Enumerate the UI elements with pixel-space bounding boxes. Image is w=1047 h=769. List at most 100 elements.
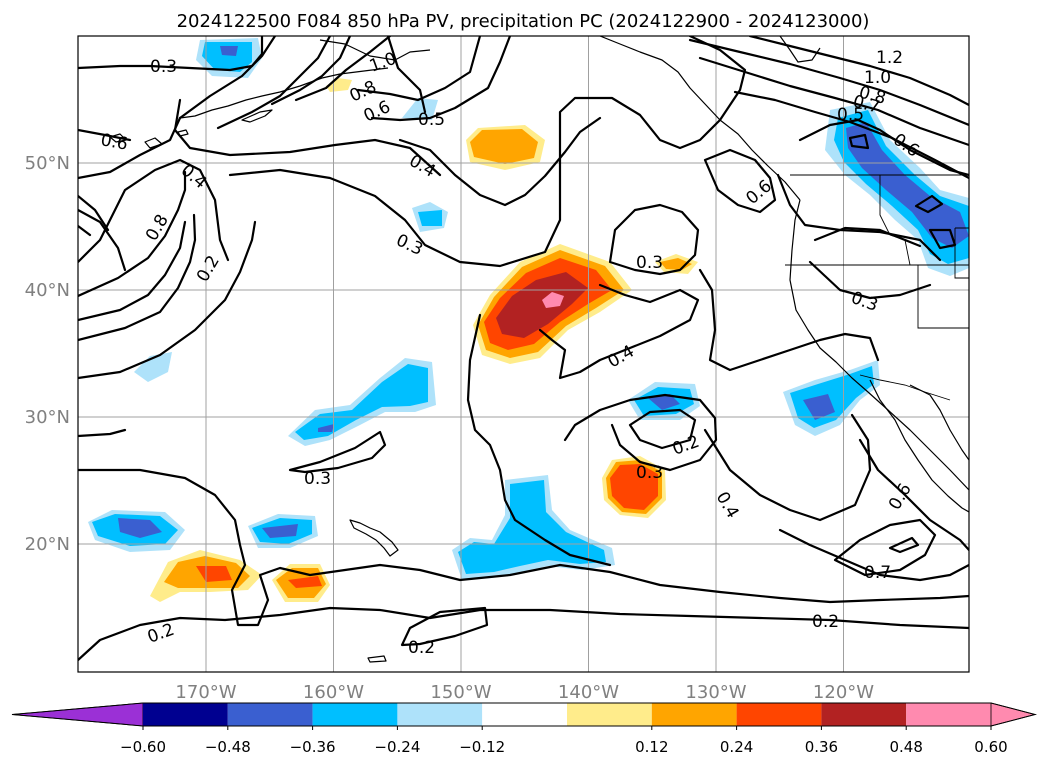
pv-contour-0-8-alaska [356,36,482,102]
precip-region-north-west-core [202,42,252,72]
colorbar-tick-label: 0.36 [805,738,838,756]
colorbar-tick-label: −0.12 [459,738,505,756]
coastlines [109,36,969,663]
pv-contour-0-4-west [78,158,230,264]
pv-contour-0-3-north-west [78,36,264,72]
latitude-tick-label: 50°N [25,153,70,174]
border-us-mexico [859,374,951,401]
contour-label: 0.3 [304,469,331,489]
longitude-tick-label: 160°W [303,682,364,703]
coastline-alaska-peninsula [179,67,389,119]
coastline-mexico-mainland [909,384,969,461]
contour-label: 0.3 [150,57,177,77]
map-frame [77,35,970,673]
pv-contour-0-8-closed [888,536,920,554]
pv-contour-0-8-west-inner [78,220,187,322]
longitude-tick-label: 140°W [558,682,619,703]
longitude-tick-label: 170°W [175,682,236,703]
pv-contour-1-2-north-east [748,36,969,107]
colorbar: −0.60 −0.48 −0.36 −0.24 −0.12 0.12 0.24 0.36 0.4… [11,702,1037,756]
coastline-us-west [789,199,969,491]
colorbar-tick-label: −0.60 [120,738,166,756]
contour-label: 0.2 [812,612,839,632]
hawaiian-islands [349,519,399,557]
colorbar-segment [143,703,228,726]
colorbar-segment [567,703,652,726]
colorbar-segment [312,703,398,726]
contour-label: 0.3 [636,463,663,483]
longitude-labels: 170°W 160°W 150°W 140°W 130°W 120°W [175,682,874,703]
colorbar-extend-max [990,702,1037,727]
pv-contour-0-6-far-west-top [78,128,132,142]
positive-precip-areas [150,78,698,602]
pv-contour-0-2-closed-south [400,606,489,647]
island-south [367,655,387,663]
precip-region-baja-peak [803,394,835,420]
pv-contour-0-8-north-east [698,56,969,147]
colorbar-tick-label: 0.12 [635,738,668,756]
pv-contour-0-8-small [928,228,957,250]
precip-region-east-central-south-strong [610,464,658,510]
precip-region-southwest-peak [118,518,162,538]
colorbar-segment [397,703,483,726]
pv-contour-0-3-meander [466,313,612,567]
pv-contour-0-4-south-east [703,413,872,522]
colorbar-segment [736,703,822,726]
colorbar-segment [906,703,991,726]
contour-label: 0.7 [864,563,891,583]
pv-contour-0-4-mid [538,283,700,380]
pv-contour-0-6-small [848,133,870,150]
colorbar-tick-label: −0.48 [205,738,251,756]
map-area: 0.3 1.0 0.8 0.6 0.5 1.2 1.0 0.8 0.7 0.5 … [77,35,970,673]
colorbar-tick-label: 0.48 [889,738,922,756]
precip-region-small-north [402,98,438,120]
pv-contour-1-0-alaska [386,36,427,114]
pv-contour-0-2-south [78,468,969,627]
longitude-tick-label: 120°W [813,682,874,703]
precip-region-north-central-core [470,129,538,164]
gridlines [78,36,969,672]
latitude-labels: 50°N 40°N 30°N 20°N [25,153,70,555]
pv-contour-0-3-closed [608,203,700,276]
colorbar-tick-label: −0.24 [374,738,420,756]
pv-contour-0-3-east [698,268,880,372]
contour-label: 0.6 [99,130,129,154]
precip-region-mid-pacific-core [295,364,428,440]
colorbar-tick-label: 0.24 [720,738,753,756]
longitude-tick-label: 130°W [685,682,746,703]
contour-label: 0.5 [837,105,864,125]
precip-region-central-maximum-peak [542,292,564,308]
figure-title: 2024122500 F084 850 hPa PV, precipitatio… [177,11,870,32]
colorbar-extend-min [11,702,144,727]
colorbar-tick-label: −0.36 [290,738,336,756]
colorbar-segment [821,703,907,726]
pv-contour-0-3-west-closed [288,430,387,474]
aleutian-island-3 [241,109,273,123]
pv-contour-0-2-inner [628,408,697,450]
latitude-tick-label: 30°N [25,407,70,428]
pv-contour-0-5-south-east [858,438,969,552]
colorbar-tick-label: 0.60 [974,738,1007,756]
coastline-alaska-panhandle [599,36,801,201]
pv-contour-0-7-closed [833,518,937,577]
precip-region-hawaii-south-strong [288,576,322,588]
pv-contour-0-6-west [78,116,182,180]
negative-precip-areas [88,38,969,580]
precip-region-south-central-core [458,480,606,574]
colorbar-segment [651,703,737,726]
pv-contour-0-2-west [78,220,257,380]
pv-contour-0-6-east-closed [703,148,777,214]
latitude-tick-label: 20°N [25,534,70,555]
pv-contour-0-3-central [228,36,747,268]
latitude-tick-label: 40°N [25,280,70,301]
pv-contour-0-5-north-east [798,118,969,177]
contour-label: 0.2 [408,638,435,658]
longitude-tick-label: 150°W [430,682,491,703]
pv-contour-0-8-far-west [78,208,127,272]
pv-contour-0-6-small-2 [914,194,944,214]
precip-region-far-west [134,352,172,382]
pv-contour-1-2-far-west [78,224,92,237]
precip-region-north-west-peak [220,46,238,56]
pv-contour-0-2-east-closed [563,393,718,472]
